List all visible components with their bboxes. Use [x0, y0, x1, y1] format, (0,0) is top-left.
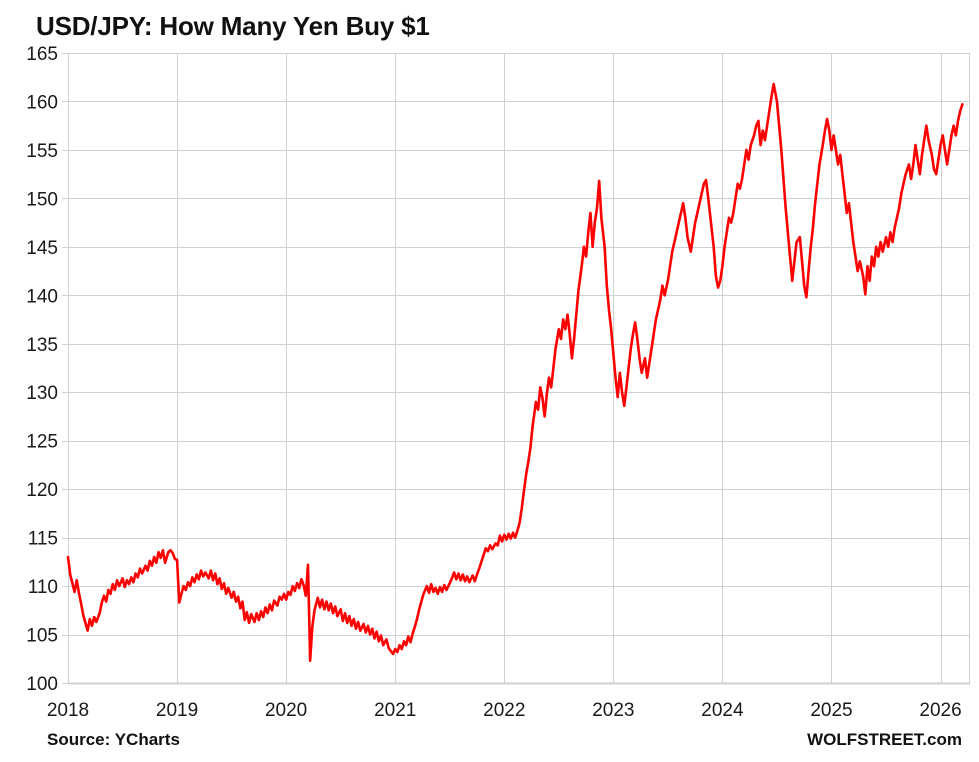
x-tick-label: 2021 [374, 700, 416, 721]
series-lines [66, 82, 964, 663]
x-tick-label: 2020 [265, 700, 307, 721]
x-tick-label: 2025 [810, 700, 852, 721]
x-tick-label: 2019 [156, 700, 198, 721]
y-tick-label: 135 [26, 335, 58, 356]
brand-watermark: WOLFSTREET.com [807, 730, 962, 749]
source-label: Source: YCharts [47, 730, 180, 749]
y-tick-label: 130 [26, 383, 58, 404]
y-tick-label: 165 [26, 44, 58, 65]
y-axis-tick-labels: 100 105 110 115 120 125 130 135 140 145 150 155 160 1… [26, 44, 68, 695]
y-tick-label: 105 [26, 626, 58, 647]
x-tick-label: 2018 [47, 700, 89, 721]
y-tick-label: 120 [26, 480, 58, 501]
x-tick-label: 2024 [701, 700, 744, 721]
y-tick-label: 155 [26, 141, 58, 162]
y-tick-label: 140 [26, 286, 58, 307]
x-tick-label: 2026 [919, 700, 961, 721]
gridlines [67, 52, 970, 685]
series-line-usdjpy [66, 82, 964, 663]
y-tick-label: 160 [26, 92, 58, 113]
y-tick-label: 115 [28, 529, 58, 550]
page-title: USD/JPY: How Many Yen Buy $1 [36, 11, 430, 41]
y-tick-label: 100 [26, 674, 58, 695]
y-tick-label: 145 [26, 238, 58, 259]
y-tick-label: 125 [26, 432, 58, 453]
y-tick-label: 110 [28, 577, 58, 598]
x-tick-label: 2023 [592, 700, 634, 721]
x-axis-tick-labels: 2018 2019 2020 2021 2022 2023 2024 2025 2026 [47, 700, 962, 721]
y-tick-label: 150 [26, 189, 58, 210]
axis-lines [68, 52, 971, 685]
x-tick-label: 2022 [483, 700, 525, 721]
